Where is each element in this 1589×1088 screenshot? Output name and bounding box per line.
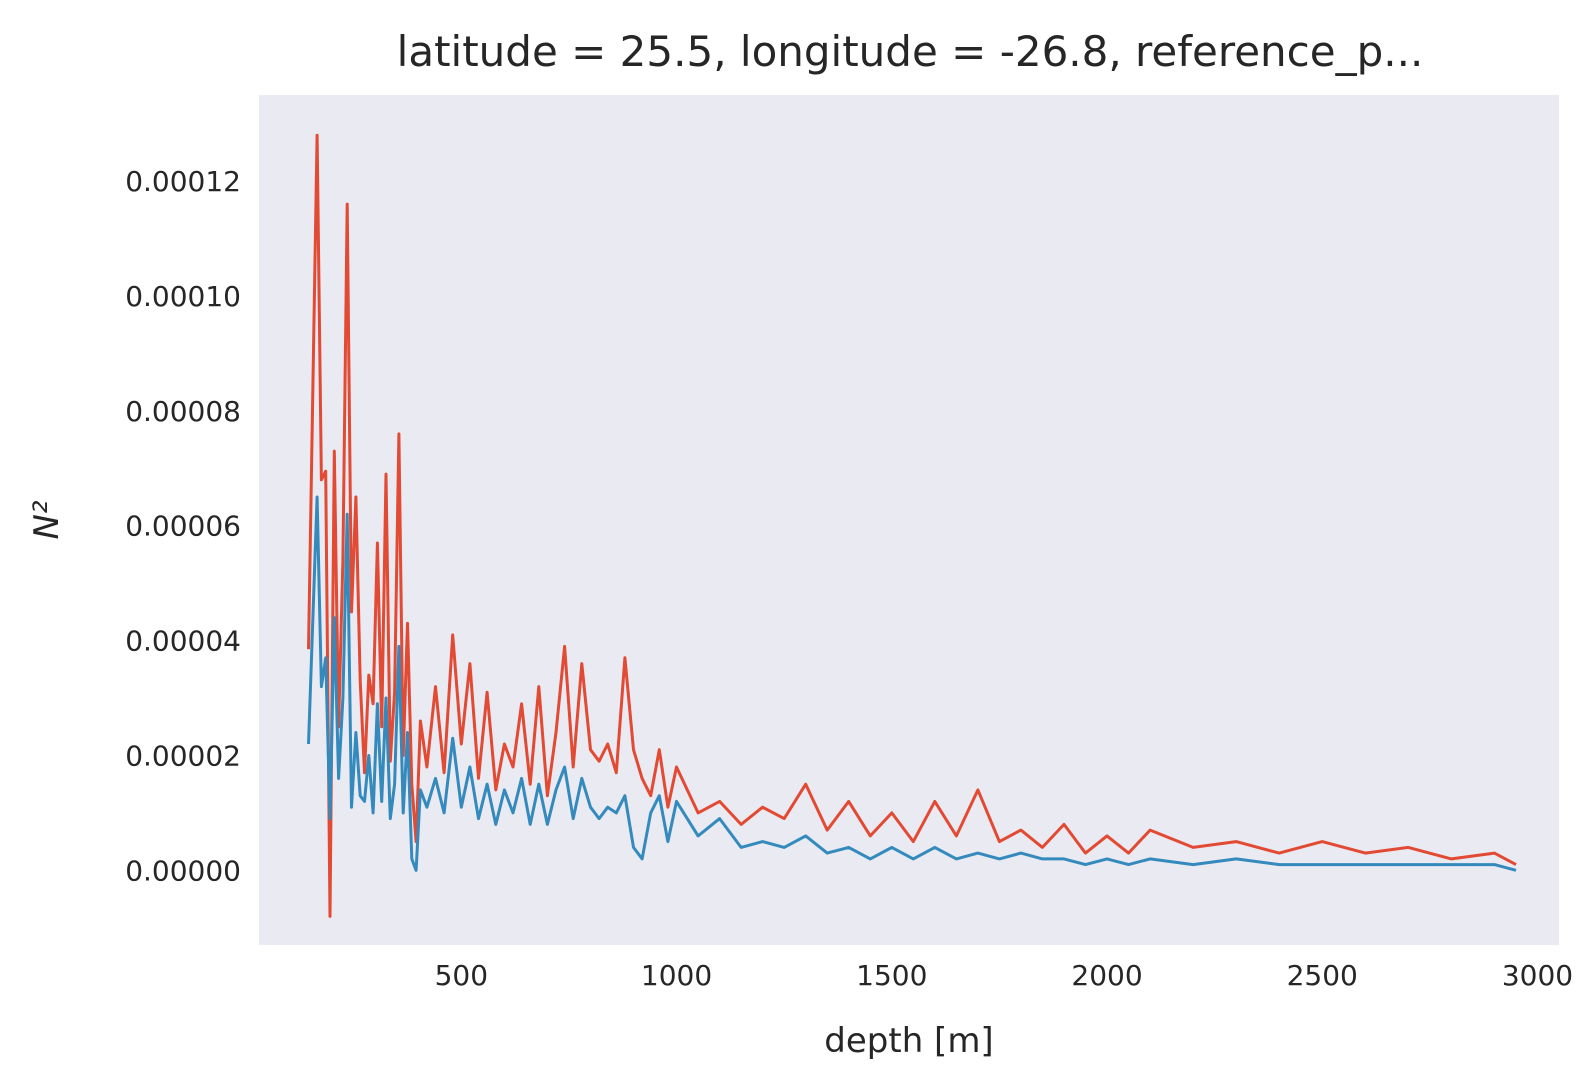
x-axis: 500 1000 1500 2000 2500 3000 bbox=[435, 959, 1574, 992]
y-tick-label: 0.00008 bbox=[125, 395, 241, 428]
y-tick-label: 0.00002 bbox=[125, 739, 241, 772]
series-line-2 bbox=[307, 495, 1517, 872]
x-tick-label: 1000 bbox=[641, 959, 712, 992]
x-tick-label: 500 bbox=[435, 959, 488, 992]
y-tick-label: 0.00006 bbox=[125, 510, 241, 543]
y-tick-label: 0.00012 bbox=[125, 165, 241, 198]
plot-area bbox=[259, 95, 1559, 945]
y-tick-label: 0.00000 bbox=[125, 854, 241, 887]
x-tick-label: 3000 bbox=[1502, 959, 1573, 992]
x-axis-label: depth [m] bbox=[824, 1021, 993, 1061]
x-tick-label: 2000 bbox=[1071, 959, 1142, 992]
series-line-1 bbox=[307, 133, 1517, 918]
y-axis: 0.00000 0.00002 0.00004 0.00006 0.00008 0.000… bbox=[125, 165, 241, 887]
chart-title: latitude = 25.5, longitude = -26.8, refe… bbox=[397, 27, 1424, 76]
y-tick-label: 0.00004 bbox=[125, 625, 241, 658]
series-layer bbox=[307, 133, 1517, 918]
x-tick-label: 1500 bbox=[856, 959, 927, 992]
y-axis-label: N² bbox=[27, 500, 67, 539]
x-tick-label: 2500 bbox=[1287, 959, 1358, 992]
y-tick-label: 0.00010 bbox=[125, 280, 241, 313]
